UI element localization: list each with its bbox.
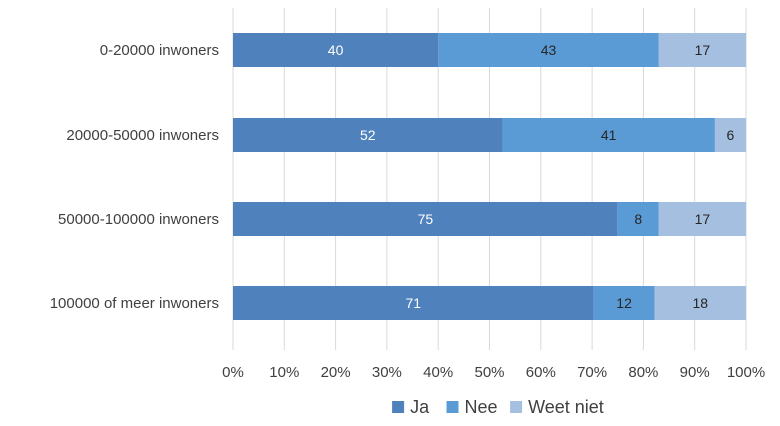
bar-value-label: 52 <box>360 127 376 143</box>
x-tick-label: 40% <box>423 364 453 381</box>
x-tick-label: 100% <box>727 364 765 381</box>
category-label: 100000 of meer inwoners <box>50 295 219 312</box>
x-axis-ticks: 0% 10% 20% 30% 40% 50% 60% 70% 80% 90% 100% <box>222 364 765 381</box>
x-tick-label: 90% <box>680 364 710 381</box>
legend: Ja Nee Weet niet <box>392 397 604 417</box>
bar-segment <box>233 202 618 236</box>
legend-swatch <box>446 401 459 413</box>
legend-swatch <box>392 401 405 413</box>
bar-value-label: 75 <box>418 211 434 227</box>
legend-label: Weet niet <box>528 397 604 417</box>
x-tick-label: 0% <box>222 364 244 381</box>
x-tick-label: 50% <box>474 364 504 381</box>
bar-value-label: 18 <box>692 295 708 311</box>
bar-segment <box>658 33 746 67</box>
legend-label: Nee <box>465 397 498 417</box>
bar-segment <box>502 118 715 152</box>
category-label: 0-20000 inwoners <box>100 42 219 59</box>
bars: 40 43 17 52 41 6 75 8 17 71 12 18 <box>233 33 746 320</box>
legend-swatch <box>510 401 523 413</box>
bar-value-label: 17 <box>695 42 711 58</box>
x-tick-label: 10% <box>269 364 299 381</box>
category-label: 20000-50000 inwoners <box>66 127 219 144</box>
x-tick-label: 70% <box>577 364 607 381</box>
bar-segment <box>654 286 746 320</box>
bar-segment <box>233 286 594 320</box>
bar-value-label: 12 <box>616 295 632 311</box>
bar-segment <box>438 33 659 67</box>
bar-value-label: 6 <box>727 127 735 143</box>
x-tick-label: 60% <box>526 364 556 381</box>
bar-segment <box>658 202 746 236</box>
category-label: 50000-100000 inwoners <box>58 211 219 228</box>
bar-segment <box>714 118 746 152</box>
bar-value-label: 41 <box>601 127 617 143</box>
bar-value-label: 17 <box>695 211 711 227</box>
bar-value-label: 71 <box>406 295 422 311</box>
bar-segment <box>233 33 439 67</box>
category-labels: 0-20000 inwoners 20000-50000 inwoners 5000… <box>50 42 219 312</box>
bar-segment <box>617 202 659 236</box>
bar-value-label: 8 <box>634 211 642 227</box>
bar-segment <box>233 118 503 152</box>
x-tick-label: 30% <box>372 364 402 381</box>
x-tick-label: 80% <box>628 364 658 381</box>
bar-value-label: 43 <box>541 42 557 58</box>
x-tick-label: 20% <box>321 364 351 381</box>
bar-value-label: 40 <box>328 42 344 58</box>
bar-segment <box>593 286 655 320</box>
legend-label: Ja <box>410 397 430 417</box>
